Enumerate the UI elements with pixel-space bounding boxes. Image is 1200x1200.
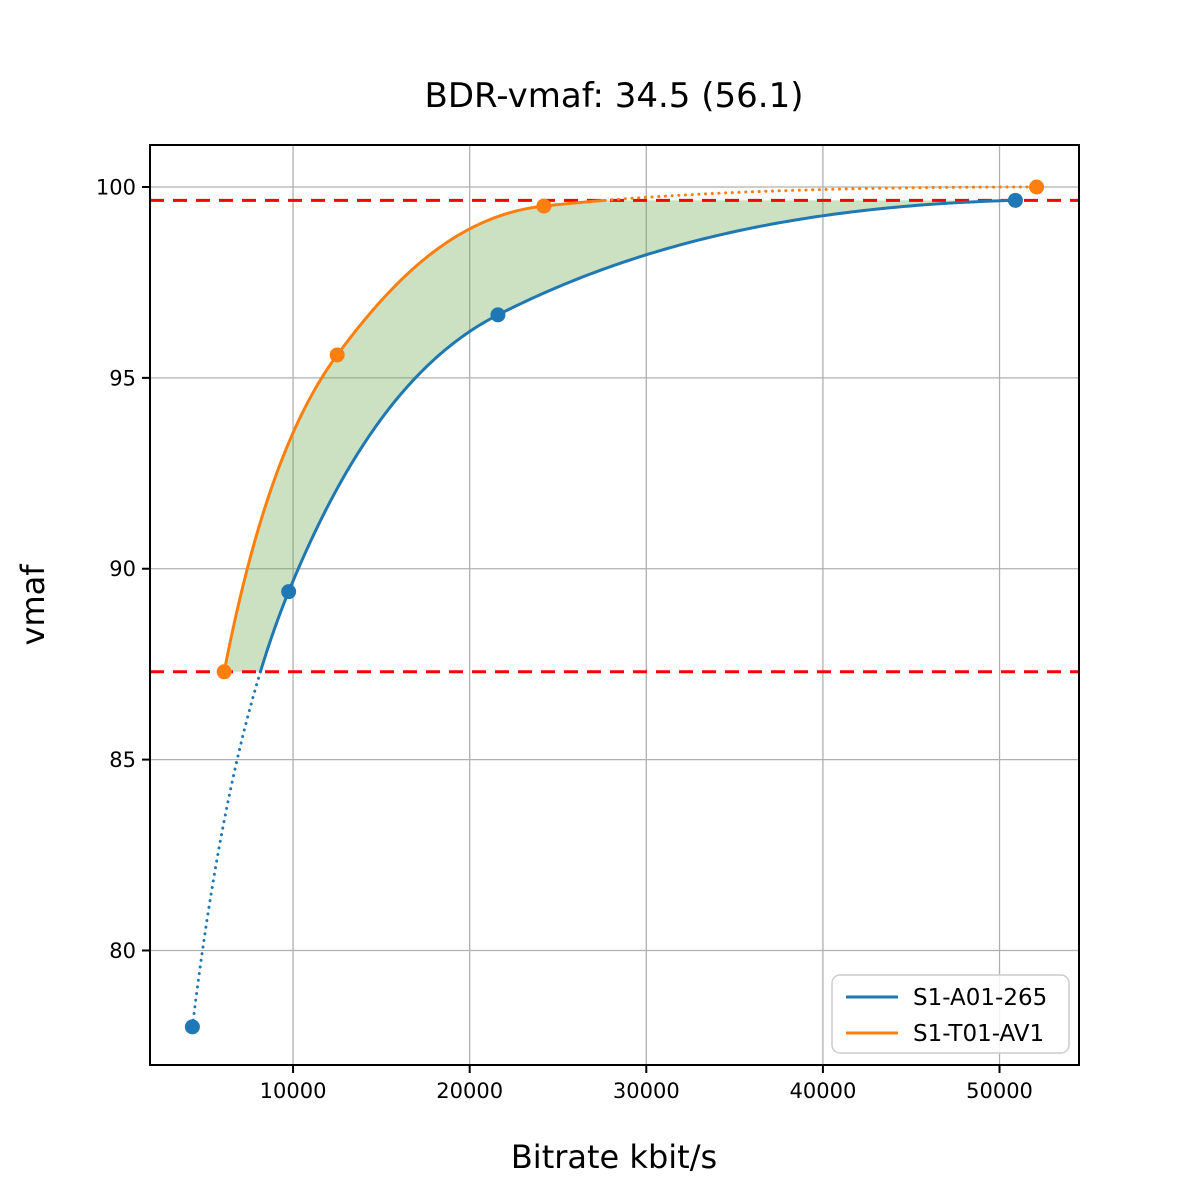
x-tick-label: 30000 (613, 1079, 680, 1103)
data-point-marker-S1-A01-265 (184, 1019, 200, 1035)
x-tick-label: 40000 (790, 1079, 857, 1103)
bd-area-fill-layer (224, 200, 1016, 672)
series-line-dotted-S1-T01-AV1 (603, 185, 1039, 202)
y-tick-label: 85 (109, 748, 136, 772)
data-point-marker-S1-A01-265 (1007, 192, 1023, 208)
series-curves-layer (190, 185, 1039, 1029)
y-tick-label: 100 (96, 175, 136, 199)
y-axis-label: vmaf (14, 564, 52, 646)
series-line-S1-A01-265 (258, 198, 1016, 673)
data-points-layer (184, 179, 1045, 1035)
y-tick-label: 90 (109, 557, 136, 581)
y-tick-label: 80 (109, 939, 136, 963)
legend-label-1: S1-A01-265 (913, 985, 1047, 1011)
legend-label-2: S1-T01-AV1 (913, 1021, 1044, 1047)
x-tick-label: 50000 (966, 1079, 1033, 1103)
y-tick-label: 95 (109, 366, 136, 390)
data-point-marker-S1-A01-265 (490, 307, 506, 323)
chart-title: BDR-vmaf: 34.5 (56.1) (425, 76, 804, 116)
series-line-dotted-S1-A01-265 (190, 670, 262, 1029)
series-line-S1-T01-AV1 (222, 198, 606, 673)
data-point-marker-S1-A01-265 (281, 584, 297, 600)
data-point-marker-S1-T01-AV1 (329, 347, 345, 363)
x-axis-label: Bitrate kbit/s (511, 1138, 717, 1176)
data-point-marker-S1-T01-AV1 (216, 664, 232, 680)
x-tick-label: 20000 (436, 1079, 503, 1103)
axes-layer: 10000 20000 30000 40000 50000 80 85 90 95 100 (96, 144, 1080, 1103)
data-point-marker-S1-T01-AV1 (1029, 179, 1045, 195)
bd-area-fill (224, 200, 1016, 672)
x-tick-label: 10000 (260, 1079, 327, 1103)
plot-border (149, 144, 1080, 1066)
overlap-lines-layer (150, 198, 1079, 674)
legend: S1-A01-265 S1-T01-AV1 (831, 974, 1070, 1054)
data-point-marker-S1-T01-AV1 (536, 198, 552, 214)
gridlines-layer (150, 145, 1079, 1065)
